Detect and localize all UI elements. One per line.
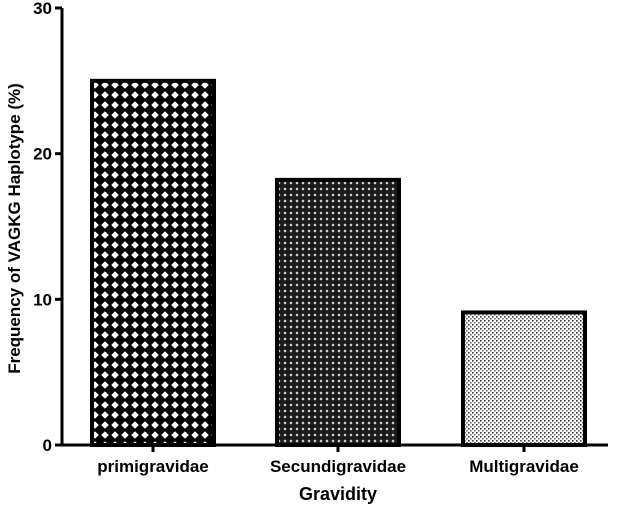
bar-multigravidae: [461, 310, 587, 447]
bars-layer: [90, 78, 587, 448]
x-axis-title: Gravidity: [299, 484, 377, 504]
y-tick-label: 20: [33, 145, 52, 164]
x-tick-label: Secundigravidae: [270, 457, 406, 476]
x-tick-label: primigravidae: [97, 457, 209, 476]
y-tick-label: 30: [33, 0, 52, 18]
x-tick-label: Multigravidae: [469, 457, 579, 476]
bar-primigravidae: [90, 78, 216, 447]
y-ticks: 0 10 20 30: [33, 0, 62, 455]
y-tick-label: 10: [33, 290, 52, 309]
y-axis-title: Frequency of VAGKG Haplotype (%): [5, 83, 24, 374]
x-ticks: primigravidae Secundigravidae Multigravida…: [97, 445, 579, 476]
y-tick-label: 0: [43, 436, 52, 455]
bar-secundigravidae: [275, 177, 401, 448]
